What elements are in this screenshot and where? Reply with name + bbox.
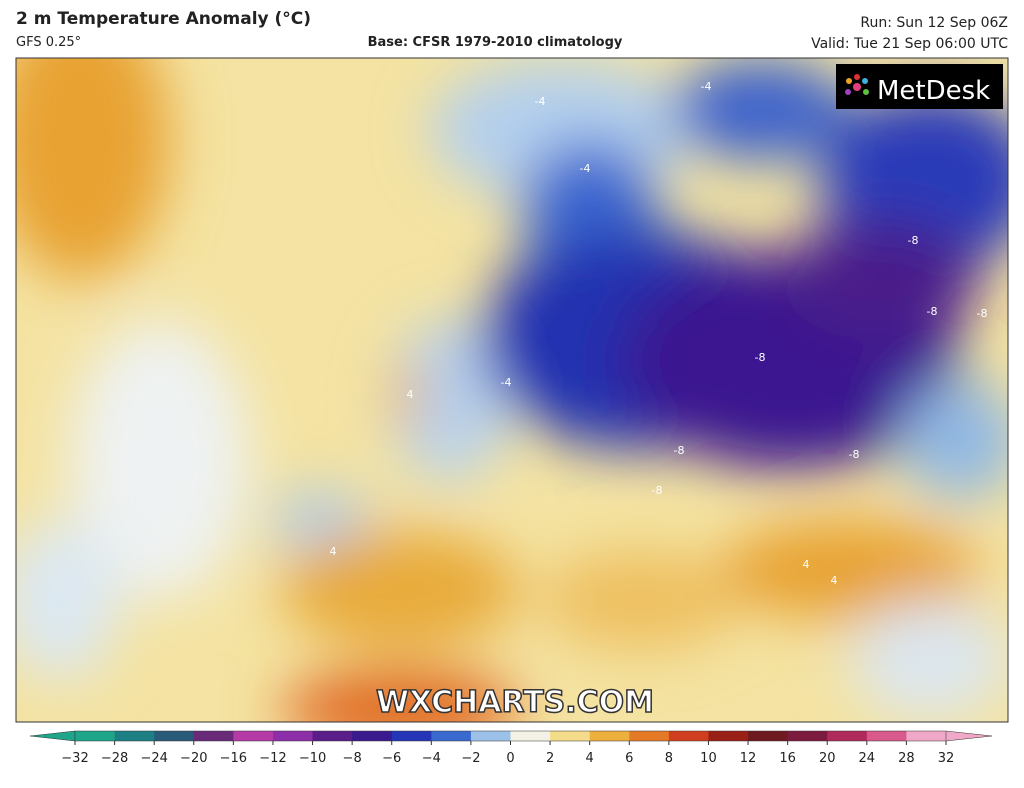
contour-label: -8: [652, 484, 663, 497]
contour-label: -8: [849, 448, 860, 461]
colorbar-tick-label: −24: [140, 751, 167, 766]
colorbar-tick-label: 2: [546, 751, 554, 766]
contour-label: 4: [330, 545, 337, 558]
model: GFS 0.25°: [16, 35, 81, 50]
colorbar-tick-label: 0: [506, 751, 514, 766]
valid: Valid: Tue 21 Sep 06:00 UTC: [811, 36, 1008, 52]
colorbar-segment: [510, 731, 551, 741]
colorbar-tick-label: −4: [422, 751, 441, 766]
contour-label: -8: [927, 305, 938, 318]
contour-label: -4: [580, 162, 591, 175]
map-frame: [15, 57, 1009, 723]
colorbar-segment: [193, 731, 234, 741]
run: Run: Sun 12 Sep 06Z: [860, 15, 1008, 31]
colorbar-tick-label: −2: [461, 751, 480, 766]
colorbar-end: [945, 730, 993, 742]
colorbar-tick-label: −20: [180, 751, 207, 766]
colorbar-tick-label: 16: [779, 751, 796, 766]
colorbar-segment: [668, 731, 709, 741]
colorbar-tick-label: 32: [938, 751, 955, 766]
colorbar-tick-label: −10: [299, 751, 326, 766]
colorbar-tick-label: −6: [382, 751, 401, 766]
contour-label: 4: [803, 558, 810, 571]
base: Base: CFSR 1979-2010 climatology: [368, 35, 623, 50]
contour-label: -8: [674, 444, 685, 457]
colorbar-segment: [589, 731, 630, 741]
colorbar-tick-label: −8: [343, 751, 362, 766]
colorbar-segment: [312, 731, 353, 741]
colorbar-segment: [431, 731, 472, 741]
contour-label: -8: [908, 234, 919, 247]
colorbar-tick-label: 28: [898, 751, 915, 766]
colorbar-segment: [748, 731, 789, 741]
colorbar-tick-label: −12: [259, 751, 286, 766]
colorbar-segment: [114, 731, 155, 741]
colorbar-tick-label: −16: [220, 751, 247, 766]
colorbar-tick-label: 8: [665, 751, 673, 766]
colorbar-tick-label: 6: [625, 751, 633, 766]
colorbar-tick-label: −28: [101, 751, 128, 766]
colorbar-tick-label: 4: [586, 751, 594, 766]
contour-label: 4: [407, 388, 414, 401]
colorbar-tick-label: 12: [740, 751, 757, 766]
colorbar-segment: [906, 731, 947, 741]
logo-icon: [845, 74, 869, 95]
contour-label: -8: [755, 351, 766, 364]
contour-label: -4: [535, 95, 546, 108]
colorbar-segment: [391, 731, 432, 741]
colorbar-tick-label: 24: [859, 751, 876, 766]
colorbar-segment: [866, 731, 907, 741]
contour-label: -8: [977, 307, 988, 320]
contour-label: 4: [831, 574, 838, 587]
logo-text: MetDesk: [877, 76, 990, 106]
logo-box: [836, 64, 1003, 109]
colorbar-segment: [629, 731, 670, 741]
colorbar-segment: [827, 731, 868, 741]
title: 2 m Temperature Anomaly (°C): [16, 9, 311, 29]
colorbar-tick-label: 10: [700, 751, 717, 766]
colorbar-segment: [233, 731, 274, 741]
contour-label: -4: [501, 376, 512, 389]
colorbar-segment: [708, 731, 749, 741]
colorbar-segment: [154, 731, 195, 741]
colorbar-end: [29, 730, 76, 742]
colorbar-segment: [470, 731, 511, 741]
colorbar-tick-label: −32: [61, 751, 88, 766]
colorbar-segment: [352, 731, 393, 741]
map: -4 -4 -4 -4 -8 -8 -8 -8 -8 -8 -8 4 4 4 4: [16, 58, 1008, 722]
colorbar-segment: [550, 731, 591, 741]
colorbar-segment: [787, 731, 828, 741]
contour-label: -4: [701, 80, 712, 93]
colorbar-segment: [75, 731, 116, 741]
watermark: WXCHARTS.COM: [376, 685, 654, 720]
colorbar-segment: [272, 731, 314, 741]
colorbar-tick-label: 20: [819, 751, 836, 766]
